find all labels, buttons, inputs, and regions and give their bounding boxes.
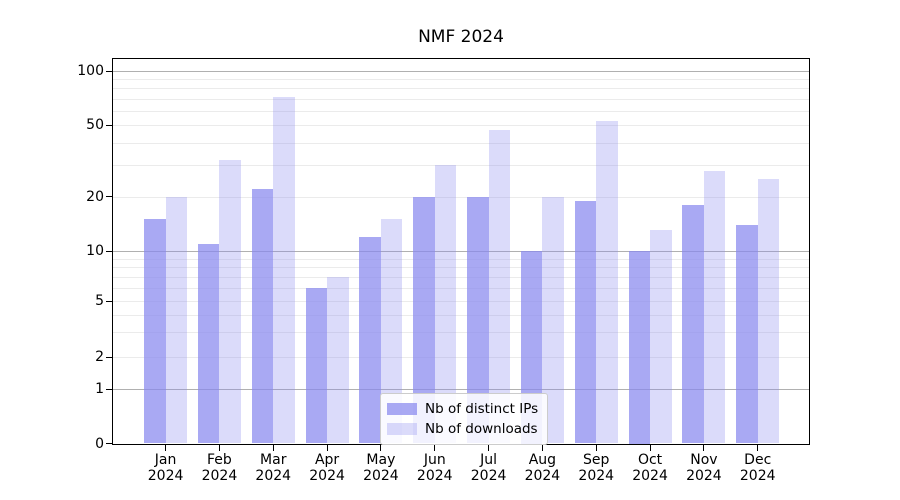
minor-gridline bbox=[113, 196, 809, 198]
x-tick-label: Apr 2024 bbox=[309, 452, 345, 484]
x-tick bbox=[703, 445, 705, 451]
grid-layer bbox=[113, 59, 809, 444]
bar-downloads bbox=[650, 230, 672, 444]
bar-downloads bbox=[757, 179, 780, 444]
legend-swatch-distinct-ips bbox=[387, 403, 417, 415]
major-gridline bbox=[113, 389, 809, 390]
y-tick-label: 2 bbox=[95, 349, 104, 365]
bar-downloads bbox=[327, 276, 349, 444]
minor-gridline bbox=[113, 287, 809, 289]
minor-gridline bbox=[113, 332, 809, 334]
minor-gridline bbox=[113, 301, 809, 302]
bar-distinct-ips bbox=[467, 196, 489, 444]
x-tick-label: Jul 2024 bbox=[470, 452, 507, 484]
bar-downloads bbox=[434, 165, 457, 444]
bar-distinct-ips bbox=[628, 251, 651, 444]
legend-swatch-downloads bbox=[387, 423, 417, 435]
bar-distinct-ips bbox=[682, 205, 704, 444]
legend: Nb of distinct IPs Nb of downloads bbox=[380, 393, 549, 445]
x-tick-label: Sep 2024 bbox=[578, 452, 615, 484]
bar-downloads bbox=[219, 160, 241, 444]
minor-gridline bbox=[113, 98, 809, 100]
y-tick-label: 100 bbox=[77, 63, 104, 79]
minor-gridline bbox=[113, 357, 809, 358]
minor-gridline bbox=[113, 125, 809, 127]
x-tick bbox=[595, 445, 597, 451]
bar-downloads bbox=[703, 170, 726, 444]
bar-distinct-ips bbox=[736, 224, 758, 444]
x-tick bbox=[272, 445, 274, 451]
bar-downloads bbox=[273, 96, 295, 444]
x-tick bbox=[218, 445, 220, 451]
plot-area: Nb of distinct IPs Nb of downloads bbox=[112, 58, 810, 445]
x-tick-label: Nov 2024 bbox=[686, 452, 722, 484]
x-tick-label: Jan 2024 bbox=[147, 452, 184, 484]
bar-downloads bbox=[488, 130, 511, 444]
minor-gridline bbox=[113, 79, 809, 81]
bars-layer bbox=[113, 59, 809, 444]
y-tick bbox=[106, 124, 112, 126]
x-tick-label: Feb 2024 bbox=[201, 452, 238, 484]
legend-label-distinct-ips: Nb of distinct IPs bbox=[425, 401, 539, 417]
x-tick bbox=[326, 445, 328, 451]
legend-entry-distinct-ips: Nb of distinct IPs bbox=[387, 399, 538, 419]
x-tick bbox=[649, 445, 651, 451]
x-tick-label: Mar 2024 bbox=[255, 452, 292, 484]
x-tick-label: Jun 2024 bbox=[416, 452, 453, 484]
y-tick bbox=[106, 300, 112, 302]
x-tick bbox=[165, 445, 167, 451]
minor-gridline bbox=[113, 267, 809, 269]
y-tick-label: 0 bbox=[95, 435, 104, 452]
minor-gridline bbox=[113, 258, 809, 260]
y-tick-label: 20 bbox=[86, 188, 104, 205]
bar-distinct-ips bbox=[251, 189, 274, 444]
major-gridline bbox=[113, 71, 809, 72]
x-tick bbox=[757, 445, 759, 451]
x-tick-label: May 2024 bbox=[363, 452, 399, 484]
bar-downloads bbox=[380, 219, 403, 444]
bar-downloads bbox=[542, 196, 564, 444]
y-tick bbox=[106, 250, 112, 252]
minor-gridline bbox=[113, 88, 809, 90]
x-tick-label: Aug 2024 bbox=[524, 452, 561, 484]
y-tick bbox=[106, 70, 112, 72]
y-tick-label: 10 bbox=[86, 243, 104, 259]
bar-distinct-ips bbox=[144, 219, 166, 444]
minor-gridline bbox=[113, 165, 809, 167]
minor-gridline bbox=[113, 314, 809, 316]
bar-distinct-ips bbox=[574, 200, 597, 444]
bar-distinct-ips bbox=[197, 243, 220, 444]
major-gridline bbox=[113, 251, 809, 252]
y-tick-label: 50 bbox=[86, 117, 104, 134]
bar-downloads bbox=[165, 196, 188, 444]
y-tick-label: 5 bbox=[95, 293, 104, 309]
legend-label-downloads: Nb of downloads bbox=[425, 421, 538, 437]
minor-gridline bbox=[113, 276, 809, 278]
legend-entry-downloads: Nb of downloads bbox=[387, 419, 538, 439]
y-tick bbox=[106, 388, 112, 390]
x-tick bbox=[488, 445, 490, 451]
y-tick bbox=[106, 443, 112, 444]
x-tick bbox=[380, 445, 382, 451]
y-tick-label: 1 bbox=[95, 381, 104, 397]
x-tick-label: Dec 2024 bbox=[739, 452, 776, 484]
x-tick-label: Oct 2024 bbox=[632, 452, 668, 484]
bar-distinct-ips bbox=[305, 287, 328, 444]
bar-distinct-ips bbox=[413, 196, 435, 444]
bar-downloads bbox=[596, 120, 618, 444]
chart-title: NMF 2024 bbox=[418, 27, 504, 47]
y-tick bbox=[106, 356, 112, 358]
x-tick bbox=[541, 445, 543, 451]
bar-distinct-ips bbox=[359, 236, 381, 444]
minor-gridline bbox=[113, 142, 809, 144]
x-tick bbox=[434, 445, 436, 451]
y-tick bbox=[106, 196, 112, 198]
minor-gridline bbox=[113, 110, 809, 112]
